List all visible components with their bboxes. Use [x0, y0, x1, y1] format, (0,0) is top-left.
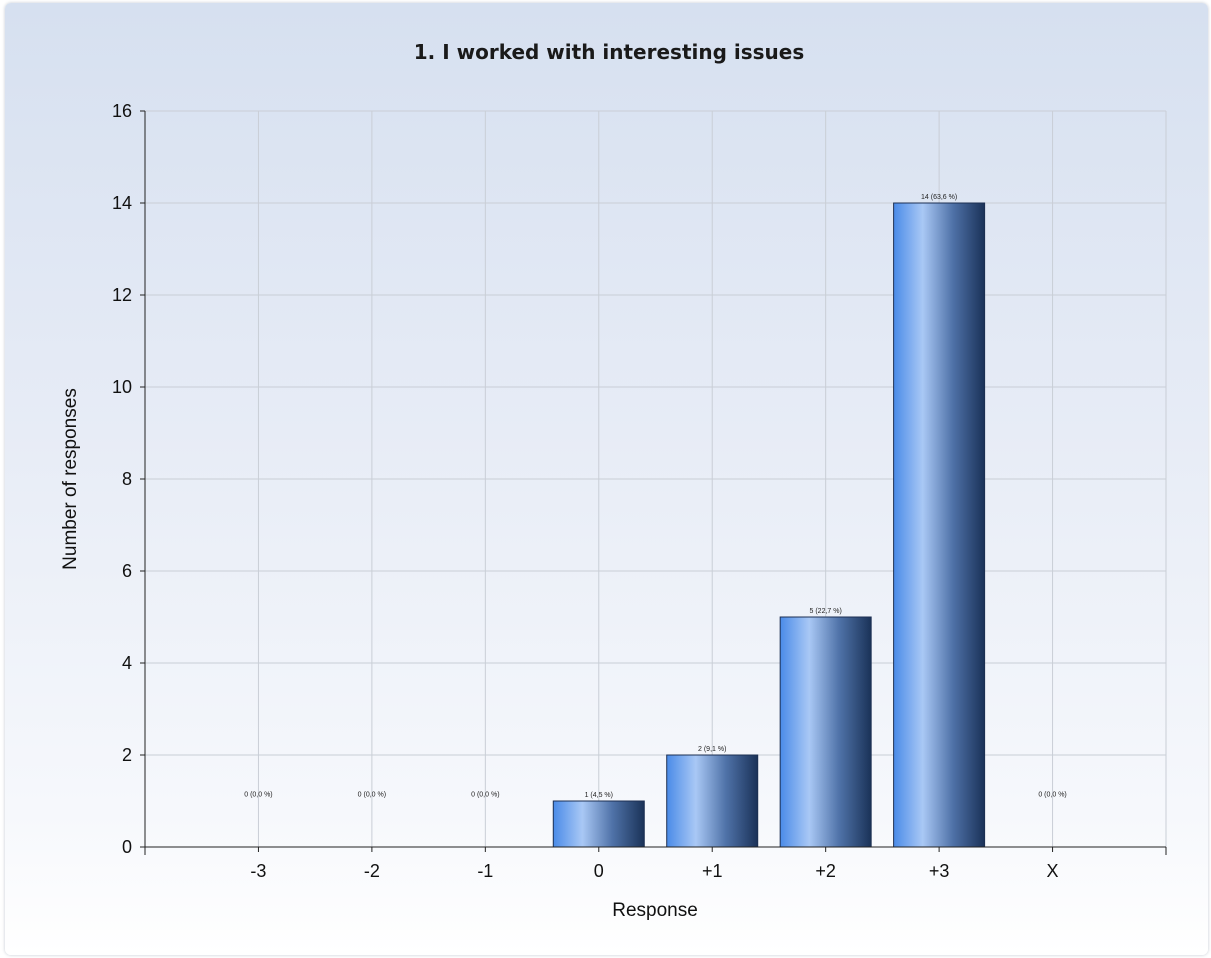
data-label: 2 (9,1 %) — [698, 746, 726, 753]
bar-0 — [552, 800, 645, 848]
x-tick-label: 0 — [594, 861, 604, 881]
x-tick-label: +1 — [702, 861, 723, 881]
y-tick-label: 14 — [112, 193, 132, 213]
bar-+1 — [666, 754, 759, 848]
data-label: 0 (0,0 %) — [244, 791, 272, 798]
data-labels: 0 (0,0 %) 0 (0,0 %) 0 (0,0 %) 1 (4,5 %) 2 (9… — [244, 194, 1067, 799]
y-tick-label: 10 — [112, 377, 132, 397]
x-tick-label: +2 — [815, 861, 836, 881]
data-label: 0 (0,0 %) — [358, 791, 386, 798]
y-tick-label: 6 — [122, 561, 132, 581]
y-tick-label: 8 — [122, 469, 132, 489]
chart-title: 1. I worked with interesting issues — [414, 40, 805, 64]
y-tick-label: 4 — [122, 653, 132, 673]
data-label: 14 (63,6 %) — [921, 194, 957, 201]
data-label: 0 (0,0 %) — [471, 791, 499, 798]
y-tick-label: 12 — [112, 285, 132, 305]
tick-labels: 0 2 4 6 8 10 12 14 16 -3 -2 -1 0 +1 +2 +3 X — [112, 101, 1059, 881]
data-label: 5 (22,7 %) — [810, 608, 842, 615]
bar-+3 — [893, 202, 986, 848]
bars — [552, 202, 986, 848]
y-tick-label: 16 — [112, 101, 132, 121]
x-tick-label: X — [1047, 861, 1059, 881]
y-tick-label: 2 — [122, 745, 132, 765]
x-axis-label: Response — [612, 900, 698, 921]
x-tick-label: -2 — [364, 861, 380, 881]
grid-lines — [145, 110, 1167, 847]
y-axis-label: Number of responses — [60, 388, 81, 570]
data-label: 1 (4,5 %) — [585, 792, 613, 799]
x-tick-label: -3 — [250, 861, 266, 881]
bar-+2 — [779, 616, 872, 848]
x-tick-label: -1 — [477, 861, 493, 881]
x-tick-label: +3 — [929, 861, 950, 881]
y-tick-label: 0 — [122, 837, 132, 857]
data-label: 0 (0,0 %) — [1038, 791, 1066, 798]
axes — [140, 110, 1167, 855]
